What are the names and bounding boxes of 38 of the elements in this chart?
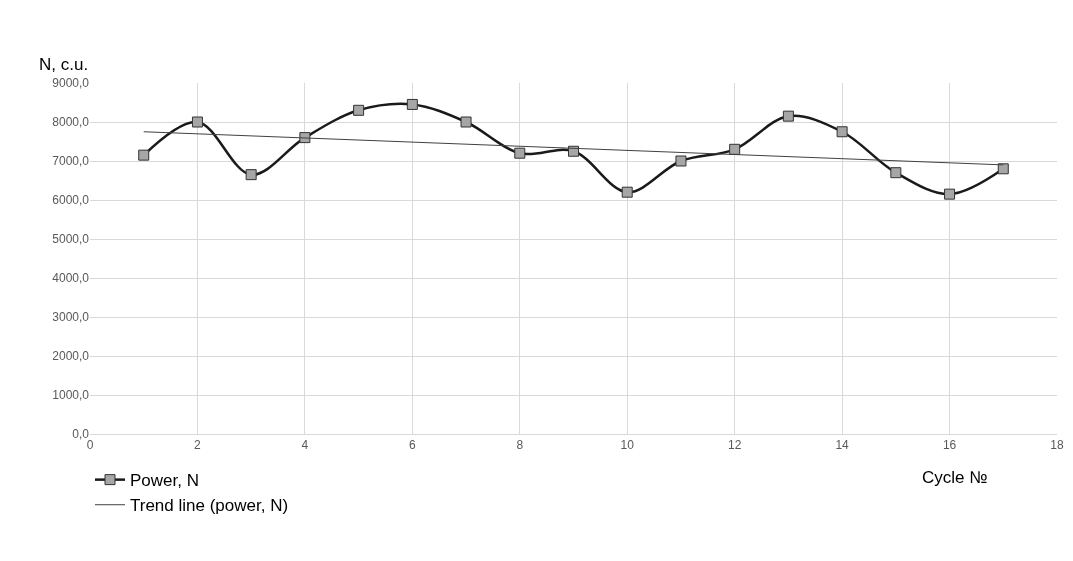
x-tick-label: 16	[942, 438, 957, 453]
y-axis-title: N, c.u.	[39, 55, 89, 74]
point	[460, 116, 472, 128]
x-tick-label: 2	[194, 438, 202, 453]
legend-label: Trend line (power, N)	[130, 496, 289, 516]
y-tick-label: 3000,0	[52, 310, 90, 325]
y-tick-label: 1000,0	[52, 388, 90, 403]
x-tick-label: 12	[727, 438, 742, 453]
y-tick-label: 2000,0	[52, 349, 90, 364]
x-tick-label: 10	[620, 438, 635, 453]
point	[191, 116, 203, 128]
point	[138, 149, 150, 161]
point	[568, 145, 579, 157]
y-tick-label: 6000,0	[52, 193, 90, 208]
x-tick-label: 18	[1050, 438, 1064, 453]
x-axis-title: Cycle №	[922, 468, 988, 487]
y-tick-label: 7000,0	[52, 154, 90, 169]
point	[245, 169, 257, 181]
x-tick-label: 8	[516, 438, 524, 453]
x-tick-label: 14	[835, 438, 850, 453]
point	[675, 155, 687, 167]
y-tick-label: 8000,0	[52, 115, 90, 130]
point	[997, 163, 1009, 175]
point	[514, 147, 526, 159]
x-tick-label: 4	[301, 438, 309, 453]
point	[353, 104, 365, 116]
point	[406, 98, 418, 110]
point	[944, 188, 956, 200]
point	[621, 186, 633, 198]
point	[729, 143, 741, 155]
point	[890, 167, 902, 179]
x-tick-label: 6	[408, 438, 416, 453]
y-tick-label: 4000,0	[52, 271, 90, 286]
legend-label: Power, N	[130, 471, 199, 491]
point	[782, 110, 794, 122]
point	[836, 126, 848, 138]
y-tick-label: 9000,0	[52, 76, 90, 91]
y-tick-label: 5000,0	[52, 232, 90, 247]
